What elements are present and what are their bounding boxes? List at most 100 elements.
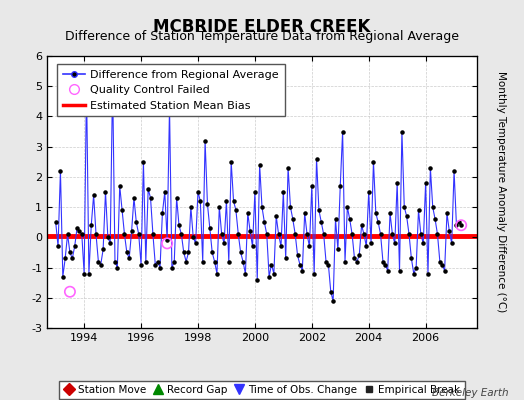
Point bbox=[149, 231, 157, 238]
Point bbox=[429, 204, 437, 210]
Point bbox=[156, 264, 164, 271]
Point bbox=[106, 240, 114, 246]
Point bbox=[66, 288, 74, 295]
Point bbox=[279, 189, 288, 195]
Point bbox=[390, 240, 399, 246]
Point bbox=[163, 240, 171, 246]
Point bbox=[400, 204, 409, 210]
Text: MCBRIDE ELDER CREEK: MCBRIDE ELDER CREEK bbox=[154, 18, 370, 36]
Point bbox=[303, 231, 311, 238]
Point bbox=[121, 231, 129, 238]
Point bbox=[275, 231, 283, 238]
Point bbox=[253, 276, 261, 283]
Point bbox=[68, 255, 77, 262]
Point bbox=[182, 258, 190, 265]
Point bbox=[177, 231, 185, 238]
Point bbox=[115, 183, 124, 189]
Point bbox=[215, 204, 224, 210]
Point bbox=[263, 231, 271, 238]
Point bbox=[132, 219, 140, 226]
Point bbox=[386, 210, 394, 216]
Text: Difference of Station Temperature Data from Regional Average: Difference of Station Temperature Data f… bbox=[65, 30, 459, 43]
Point bbox=[196, 198, 204, 204]
Point bbox=[334, 246, 342, 253]
Point bbox=[127, 228, 136, 234]
Point bbox=[355, 252, 364, 259]
Point bbox=[210, 258, 219, 265]
Point bbox=[414, 207, 423, 213]
Point bbox=[267, 261, 276, 268]
Point bbox=[101, 189, 110, 195]
Point bbox=[376, 231, 385, 238]
Point bbox=[123, 249, 131, 256]
Point bbox=[125, 255, 134, 262]
Point bbox=[137, 261, 145, 268]
Point bbox=[384, 267, 392, 274]
Point bbox=[367, 240, 375, 246]
Point bbox=[170, 258, 179, 265]
Point bbox=[187, 204, 195, 210]
Point bbox=[457, 222, 465, 228]
Point bbox=[244, 210, 252, 216]
Point bbox=[236, 249, 245, 256]
Point bbox=[96, 261, 105, 268]
Point bbox=[410, 270, 418, 277]
Point bbox=[166, 104, 174, 110]
Point bbox=[87, 222, 95, 228]
Point bbox=[258, 204, 266, 210]
Point bbox=[208, 249, 216, 256]
Point bbox=[160, 189, 169, 195]
Point bbox=[230, 198, 238, 204]
Point bbox=[94, 258, 103, 265]
Point bbox=[322, 258, 330, 265]
Point bbox=[305, 243, 314, 250]
Point bbox=[317, 219, 325, 226]
Point bbox=[296, 261, 304, 268]
Point bbox=[108, 77, 117, 83]
Point bbox=[111, 258, 119, 265]
Point bbox=[141, 258, 150, 265]
Point bbox=[433, 231, 442, 238]
Point bbox=[339, 128, 347, 135]
Point bbox=[393, 180, 401, 186]
Point bbox=[217, 231, 226, 238]
Point bbox=[225, 258, 233, 265]
Point bbox=[277, 243, 285, 250]
Point bbox=[203, 201, 212, 207]
Point bbox=[308, 183, 316, 189]
Point bbox=[381, 261, 389, 268]
Legend: Station Move, Record Gap, Time of Obs. Change, Empirical Break: Station Move, Record Gap, Time of Obs. C… bbox=[59, 381, 465, 399]
Point bbox=[405, 231, 413, 238]
Point bbox=[199, 258, 207, 265]
Point bbox=[315, 207, 323, 213]
Point bbox=[417, 231, 425, 238]
Point bbox=[379, 258, 387, 265]
Point bbox=[341, 258, 349, 265]
Point bbox=[310, 270, 319, 277]
Point bbox=[54, 243, 62, 250]
Point bbox=[234, 231, 243, 238]
Point bbox=[445, 228, 453, 234]
Point bbox=[130, 195, 138, 201]
Point bbox=[324, 261, 333, 268]
Point bbox=[412, 264, 420, 271]
Point bbox=[336, 183, 344, 189]
Point bbox=[343, 204, 352, 210]
Point bbox=[118, 207, 126, 213]
Point bbox=[284, 165, 292, 171]
Point bbox=[201, 138, 209, 144]
Point bbox=[146, 195, 155, 201]
Point bbox=[260, 219, 269, 226]
Point bbox=[139, 158, 148, 165]
Point bbox=[388, 231, 397, 238]
Point bbox=[82, 83, 91, 90]
Point bbox=[407, 255, 416, 262]
Point bbox=[365, 189, 373, 195]
Point bbox=[144, 186, 152, 192]
Point bbox=[90, 192, 98, 198]
Point bbox=[369, 158, 378, 165]
Point bbox=[113, 264, 122, 271]
Point bbox=[241, 270, 249, 277]
Point bbox=[135, 231, 143, 238]
Point bbox=[331, 216, 340, 222]
